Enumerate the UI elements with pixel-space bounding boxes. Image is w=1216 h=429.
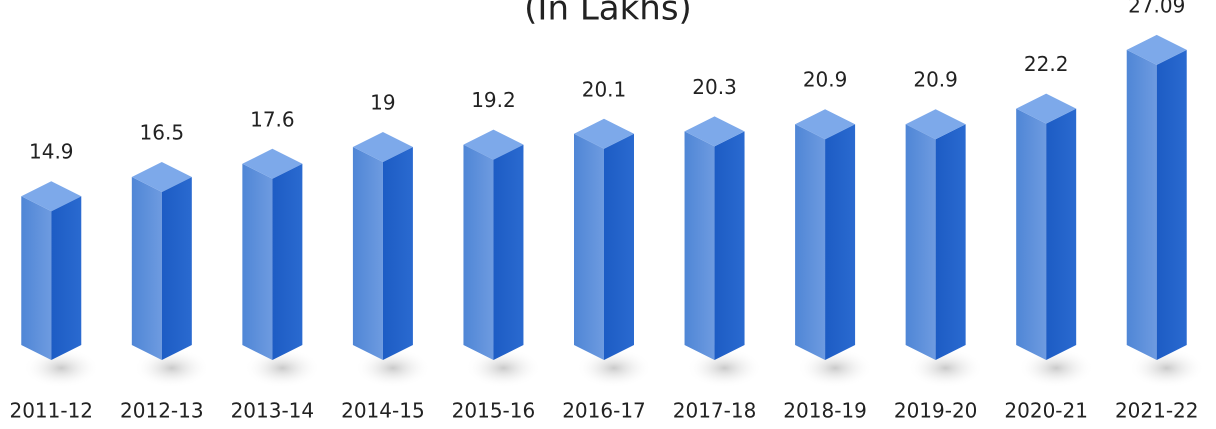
bar-shadow (133, 348, 210, 388)
value-label: 19.2 (471, 88, 516, 112)
bar-left-face (684, 131, 715, 360)
x-tick-label: 2011-12 (9, 399, 93, 423)
bar-shadow (686, 348, 763, 388)
bar-top (242, 148, 303, 179)
bar (21, 181, 100, 388)
bar-left-face (21, 196, 52, 360)
value-label: 20.9 (803, 68, 848, 92)
bar-left-face (574, 133, 604, 360)
x-tick-label: 2021-22 (1115, 399, 1199, 423)
bar (1016, 93, 1095, 388)
bar-top (352, 132, 413, 162)
bar (242, 148, 321, 388)
bar-shadow (23, 348, 100, 388)
bar-top (463, 129, 524, 160)
x-tick-label: 2014-15 (341, 399, 425, 423)
bar-shadow (1128, 348, 1205, 388)
bar-right-face (825, 124, 856, 360)
bar-top (574, 118, 634, 149)
bar-shadow (1018, 348, 1095, 388)
bar-left-face (795, 124, 826, 360)
bar-shadow (907, 348, 984, 388)
value-label: 20.1 (582, 77, 627, 101)
x-tick-label: 2020-21 (1004, 399, 1088, 423)
bar-shadow (244, 348, 321, 388)
bar (1126, 34, 1205, 388)
bar-top (21, 181, 82, 212)
bar-shadow (576, 348, 652, 388)
bar-left-face (1016, 108, 1047, 360)
bar-shadow (465, 348, 542, 388)
bar-shadow (354, 348, 431, 388)
bar-right-face (272, 163, 303, 360)
x-tick-label: 2015-16 (452, 399, 536, 423)
bar-top (131, 162, 192, 192)
value-label: 17.6 (250, 107, 295, 131)
bar-right-face (935, 124, 966, 360)
bar-left-face (352, 147, 383, 360)
bar-left-face (1126, 49, 1157, 361)
bar (574, 118, 652, 388)
x-tick-label: 2012-13 (120, 399, 204, 423)
bar-top (905, 109, 966, 140)
bar (131, 162, 210, 388)
value-label: 22.2 (1024, 52, 1069, 76)
bar-right-face (604, 133, 634, 360)
bar (905, 109, 984, 388)
bar-right-face (1156, 49, 1187, 361)
bar-left-face (905, 124, 936, 360)
value-label: 16.5 (140, 121, 185, 145)
bar-top (1016, 93, 1077, 124)
value-label: 14.9 (29, 140, 74, 164)
value-label: 27.09 (1128, 0, 1185, 17)
bar-right-face (493, 144, 524, 360)
bar-top (795, 109, 856, 140)
x-tick-label: 2016-17 (562, 399, 646, 423)
bar-left-face (131, 177, 162, 360)
bar (684, 116, 763, 388)
bar-right-face (51, 196, 82, 360)
chart-title: (In Lakhs) (524, 0, 692, 29)
bar-right-face (714, 131, 745, 360)
value-label: 20.3 (692, 75, 737, 99)
bar-right-face (382, 147, 413, 360)
bar (352, 132, 431, 388)
bar-top (684, 116, 745, 147)
bar (795, 109, 874, 388)
bar-right-face (161, 177, 192, 360)
value-label: 19 (370, 91, 395, 115)
value-label: 20.9 (913, 68, 958, 92)
x-tick-label: 2019-20 (894, 399, 978, 423)
bar-top (1126, 34, 1187, 65)
x-tick-label: 2018-19 (783, 399, 867, 423)
bar-shadow (797, 348, 874, 388)
x-tick-label: 2017-18 (673, 399, 757, 423)
bar (463, 129, 542, 388)
bar-right-face (1046, 108, 1077, 360)
bar-left-face (463, 144, 494, 360)
bar-left-face (242, 163, 273, 360)
x-tick-label: 2013-14 (231, 399, 315, 423)
